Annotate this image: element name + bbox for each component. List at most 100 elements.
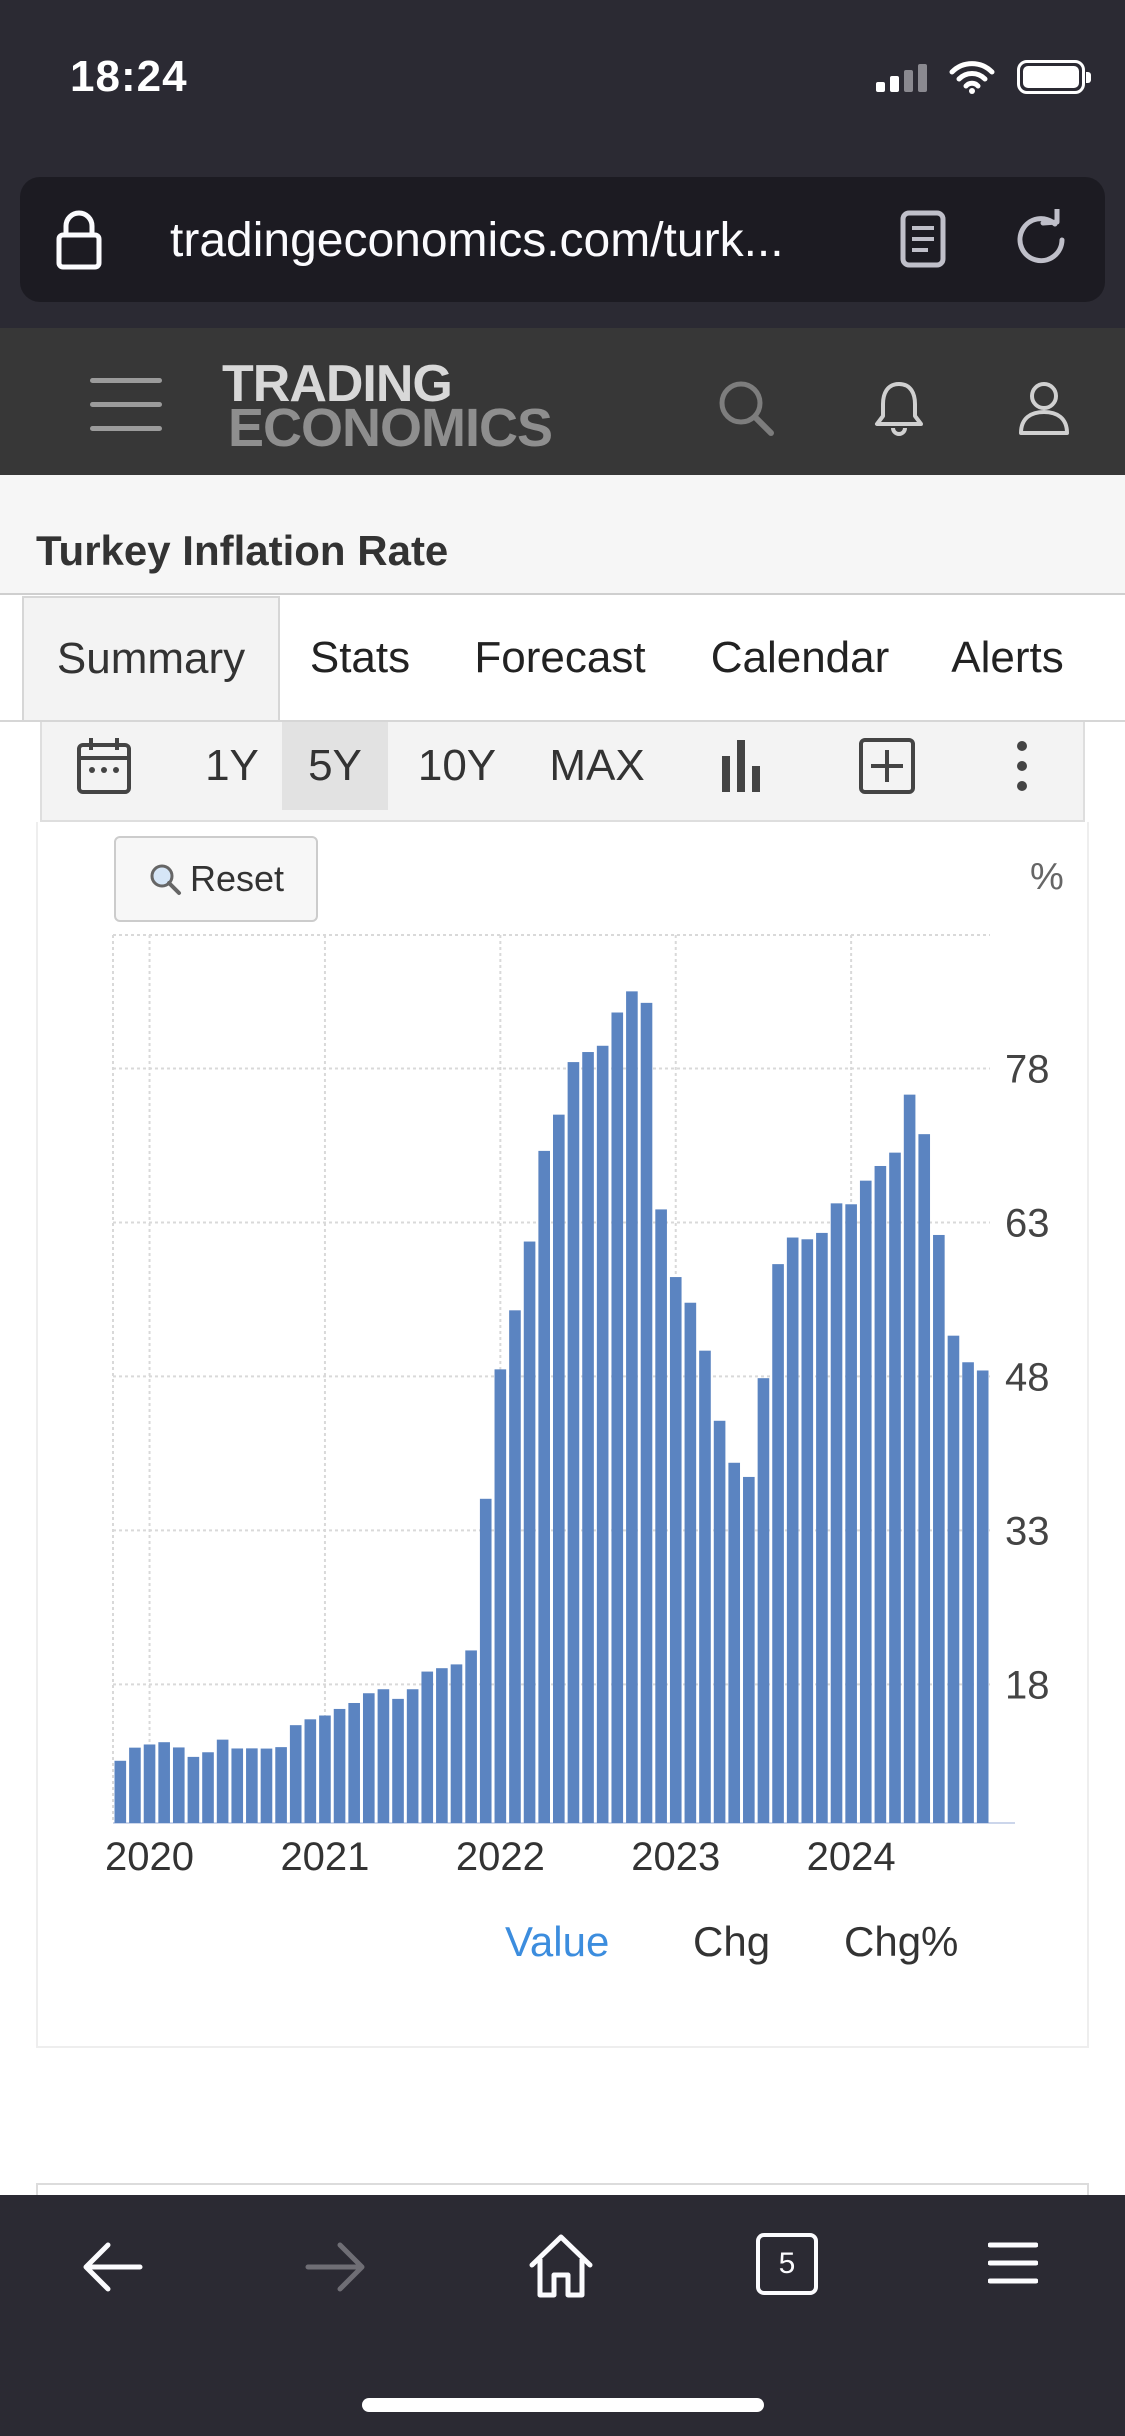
- bar[interactable]: [801, 1239, 814, 1823]
- bar[interactable]: [933, 1234, 945, 1823]
- bar[interactable]: [684, 1302, 697, 1823]
- add-indicator-icon[interactable]: [858, 736, 916, 796]
- bar[interactable]: [889, 1152, 901, 1823]
- bar[interactable]: [450, 1664, 463, 1823]
- bar[interactable]: [304, 1719, 317, 1823]
- bar[interactable]: [596, 1045, 609, 1823]
- bar[interactable]: [260, 1748, 273, 1823]
- bar[interactable]: [465, 1650, 477, 1823]
- logo-line1: TRADING: [222, 355, 453, 413]
- bar[interactable]: [786, 1237, 799, 1823]
- bar[interactable]: [494, 1369, 507, 1823]
- home-icon[interactable]: [526, 2231, 596, 2301]
- bar[interactable]: [275, 1747, 287, 1823]
- bar[interactable]: [582, 1052, 594, 1823]
- range-10y[interactable]: 10Y: [417, 741, 497, 790]
- bar[interactable]: [436, 1668, 448, 1823]
- page-title: Turkey Inflation Rate: [36, 527, 449, 574]
- bar[interactable]: [319, 1715, 331, 1823]
- bar[interactable]: [114, 1760, 127, 1823]
- browser-menu-icon[interactable]: [988, 2241, 1038, 2285]
- bar[interactable]: [406, 1689, 419, 1823]
- bar[interactable]: [743, 1476, 755, 1823]
- reader-view-icon[interactable]: [898, 209, 948, 269]
- range-5y[interactable]: 5Y: [282, 722, 388, 810]
- bar[interactable]: [348, 1702, 360, 1823]
- bar[interactable]: [728, 1462, 741, 1823]
- site-logo[interactable]: TRADING ECONOMICS: [222, 355, 553, 455]
- bar[interactable]: [158, 1742, 170, 1823]
- bar[interactable]: [538, 1150, 550, 1823]
- menu-icon[interactable]: [90, 378, 162, 431]
- reload-icon[interactable]: [1010, 209, 1072, 271]
- x-tick-label: 2024: [807, 1835, 896, 1879]
- bar[interactable]: [713, 1420, 726, 1823]
- search-icon[interactable]: [716, 378, 776, 438]
- url-bar[interactable]: tradingeconomics.com/turk...: [20, 177, 1105, 302]
- legend-chg[interactable]: Chg: [693, 1918, 771, 1965]
- lock-icon: [56, 210, 102, 270]
- bar[interactable]: [947, 1335, 960, 1823]
- bar[interactable]: [669, 1277, 682, 1823]
- legend-value[interactable]: Value: [505, 1918, 610, 1965]
- calendar-icon[interactable]: [76, 736, 132, 796]
- legend-chg-percent[interactable]: Chg%: [844, 1918, 959, 1965]
- bar[interactable]: [845, 1204, 857, 1823]
- bar[interactable]: [246, 1748, 258, 1823]
- range-1y[interactable]: 1Y: [205, 741, 259, 790]
- bar[interactable]: [143, 1744, 156, 1823]
- bar[interactable]: [976, 1370, 989, 1823]
- bar[interactable]: [231, 1748, 244, 1823]
- bar[interactable]: [216, 1739, 229, 1823]
- url-text[interactable]: tradingeconomics.com/turk...: [170, 214, 784, 267]
- section-divider: [36, 2183, 1089, 2195]
- more-icon[interactable]: [1012, 736, 1032, 796]
- bar[interactable]: [816, 1232, 828, 1823]
- bar[interactable]: [172, 1747, 185, 1823]
- y-tick-label: 63: [1005, 1201, 1050, 1245]
- bar[interactable]: [289, 1725, 302, 1823]
- bar[interactable]: [699, 1350, 711, 1823]
- bar[interactable]: [187, 1756, 200, 1823]
- bell-icon[interactable]: [872, 378, 926, 438]
- bar[interactable]: [129, 1747, 141, 1823]
- bar[interactable]: [202, 1752, 214, 1823]
- range-max[interactable]: MAX: [549, 741, 645, 790]
- bar[interactable]: [830, 1203, 843, 1823]
- bar[interactable]: [421, 1671, 434, 1823]
- bar-chart-icon[interactable]: [718, 736, 764, 796]
- bar[interactable]: [377, 1689, 390, 1823]
- bar[interactable]: [772, 1264, 784, 1823]
- tab-forecast[interactable]: Forecast: [474, 633, 646, 682]
- bar[interactable]: [859, 1180, 872, 1823]
- bar[interactable]: [479, 1498, 492, 1823]
- bar[interactable]: [626, 991, 638, 1823]
- forward-icon[interactable]: [304, 2237, 368, 2297]
- bar[interactable]: [362, 1693, 375, 1823]
- tab-stats[interactable]: Stats: [309, 633, 411, 682]
- tab-calendar[interactable]: Calendar: [710, 633, 890, 682]
- bar[interactable]: [509, 1310, 521, 1823]
- bar[interactable]: [655, 1209, 667, 1823]
- bar[interactable]: [962, 1362, 974, 1823]
- tab-alerts[interactable]: Alerts: [951, 633, 1064, 682]
- bar[interactable]: [918, 1134, 931, 1823]
- bar[interactable]: [903, 1094, 916, 1823]
- tabs-icon[interactable]: 5: [756, 2233, 818, 2295]
- bar[interactable]: [553, 1114, 565, 1823]
- bar[interactable]: [757, 1378, 770, 1823]
- wifi-icon: [949, 61, 995, 94]
- bar[interactable]: [640, 1002, 653, 1823]
- bar[interactable]: [611, 1012, 624, 1823]
- bar[interactable]: [567, 1062, 580, 1823]
- bar[interactable]: [874, 1165, 887, 1823]
- bar[interactable]: [333, 1708, 346, 1823]
- bar[interactable]: [523, 1241, 536, 1823]
- back-icon[interactable]: [80, 2237, 144, 2297]
- y-tick-label: 48: [1005, 1355, 1050, 1399]
- tab-summary[interactable]: Summary: [22, 596, 280, 720]
- user-icon[interactable]: [1016, 378, 1072, 438]
- reset-zoom-button[interactable]: Reset: [114, 836, 318, 922]
- bar[interactable]: [392, 1698, 404, 1823]
